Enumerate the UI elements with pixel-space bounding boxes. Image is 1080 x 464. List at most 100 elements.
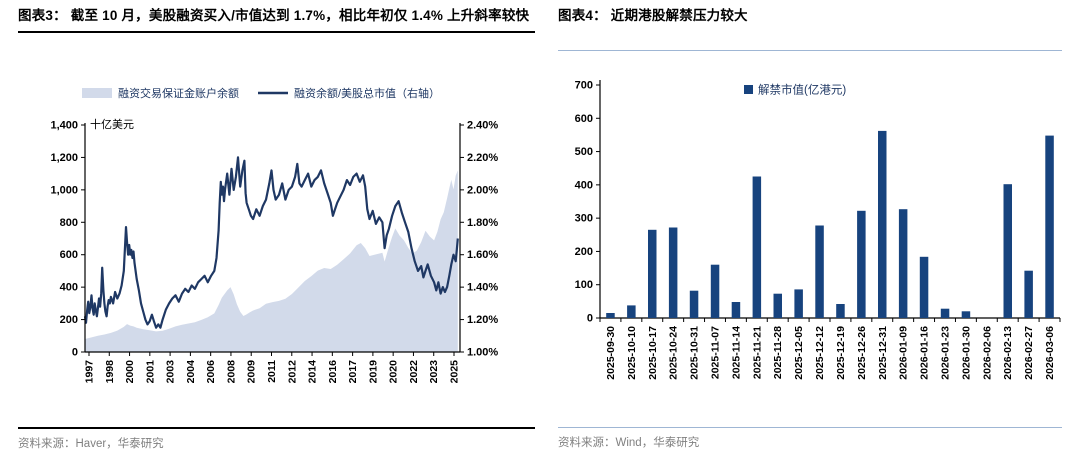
left-axis-tick-label: 1,200: [50, 152, 78, 164]
x-axis-date-label: 2025-11-21: [751, 326, 763, 379]
x-axis-year-label: 2004: [185, 360, 197, 384]
figure4-bar-chart: 0 100 200 300 400 500 600 700 2025-09-30 2025-10-…: [575, 80, 1061, 380]
x-axis-year-label: 2008: [225, 360, 237, 384]
x-axis-date-label: 2025-11-28: [772, 326, 784, 379]
x-axis-year-label: 1997: [84, 360, 96, 384]
x-axis-date-label: 2026-01-16: [919, 326, 931, 380]
x-axis-year-label: 2000: [124, 360, 136, 384]
left-axis-tick-label: 1,000: [50, 184, 78, 196]
unlock-value-bar: [606, 313, 615, 318]
x-axis-date-label: 2026-03-06: [1044, 326, 1056, 380]
y-axis-tick-label: 300: [575, 213, 593, 225]
left-axis-tick-label: 800: [60, 217, 78, 229]
x-axis-year-label: 2017: [347, 360, 359, 384]
x-axis-year-label: 2022: [408, 360, 420, 384]
x-axis-year-label: 2006: [205, 360, 217, 384]
unlock-value-bar: [731, 302, 741, 318]
x-axis-year-label: 2019: [367, 360, 379, 384]
unlock-value-bar: [878, 130, 887, 318]
x-axis-date-label: 2026-01-23: [940, 326, 952, 380]
x-axis-date-label: 2026-02-27: [1023, 326, 1035, 380]
unlock-value-bar: [1024, 270, 1033, 318]
x-axis-year-label: 2025: [449, 360, 461, 384]
y-axis-tick-label: 200: [575, 246, 593, 258]
legend-bar-label: 解禁市值(亿港元): [758, 83, 846, 97]
x-axis-date-label: 2026-02-06: [981, 326, 993, 380]
unlock-value-bar: [940, 308, 950, 318]
figure3-title: 图表3： 截至 10 月，美股融资买入/市值达到 1.7%，相比年初仅 1.4%…: [18, 6, 535, 33]
unlock-value-bar: [898, 209, 908, 318]
right-axis-tick-label: 1.80%: [467, 217, 498, 229]
x-axis-date-label: 2025-12-31: [877, 326, 889, 380]
x-axis-year-label: 2016: [327, 360, 339, 384]
x-axis-year-label: 2003: [165, 360, 177, 384]
y-axis-tick-label: 500: [575, 146, 593, 158]
x-axis-year-label: 1998: [104, 360, 116, 384]
x-axis-year-label: 2020: [388, 360, 400, 384]
x-axis-year-label: 2011: [266, 360, 278, 383]
unlock-value-bar: [689, 290, 699, 318]
y-axis-tick-label: 700: [575, 80, 593, 92]
unlock-value-bar: [648, 229, 657, 318]
y-axis-tick-label: 600: [575, 113, 593, 125]
right-axis-tick-label: 2.00%: [467, 184, 498, 196]
legend-area-swatch: [82, 88, 112, 98]
x-axis-date-label: 2025-12-05: [793, 326, 805, 380]
x-axis-date-label: 2025-09-30: [605, 326, 617, 380]
right-axis-tick-label: 2.20%: [467, 152, 498, 164]
x-axis-date-label: 2026-02-13: [1002, 326, 1014, 380]
left-axis-tick-label: 600: [60, 249, 78, 261]
y-axis-tick-label: 100: [575, 279, 593, 291]
unlock-value-bar: [919, 256, 929, 318]
x-axis-year-label: 2023: [428, 360, 440, 384]
x-axis-year-label: 2012: [286, 360, 298, 384]
x-axis-date-label: 2025-11-14: [730, 326, 742, 379]
x-axis-date-label: 2026-01-30: [960, 326, 972, 380]
x-axis-date-label: 2025-12-26: [856, 326, 868, 380]
unlock-value-bar: [836, 304, 845, 318]
margin-balance-area-series: [85, 170, 458, 352]
unlock-value-bar: [773, 293, 782, 318]
x-axis-date-label: 2025-10-10: [626, 326, 638, 380]
unlock-value-bar: [1045, 135, 1054, 318]
unlock-value-bar: [710, 264, 720, 318]
unlock-value-bar: [815, 225, 824, 318]
left-axis-unit-label: 十亿美元: [90, 117, 134, 131]
legend-bar-swatch: [744, 85, 753, 94]
left-axis-tick-label: 200: [60, 314, 78, 326]
figure4-source: 资料来源：Wind，华泰研究: [558, 427, 1062, 450]
right-axis-tick-label: 1.40%: [467, 282, 498, 294]
legend-area-label: 融资交易保证金账户余额: [118, 86, 239, 100]
figure3-combo-chart: 0 200 400 600 800 1,000 1,200 1,400 1.00% 1.20% 1.…: [50, 86, 498, 384]
y-axis-tick-label: 400: [575, 179, 593, 191]
margin-ratio-line-series: [83, 156, 459, 329]
x-axis-date-label: 2025-10-24: [668, 326, 680, 380]
left-axis-tick-label: 0: [72, 347, 78, 359]
left-axis-tick-label: 400: [60, 282, 78, 294]
x-axis-date-label: 2026-01-09: [898, 326, 910, 380]
right-axis-tick-label: 1.00%: [467, 347, 498, 359]
x-axis-date-label: 2025-12-19: [835, 326, 847, 380]
legend-line-label: 融资余额/美股总市值（右轴）: [294, 86, 440, 100]
unlock-value-bar: [1003, 184, 1012, 318]
figure4-title: 图表4： 近期港股解禁压力较大: [558, 6, 1062, 51]
x-axis-year-label: 2014: [307, 360, 319, 384]
x-axis-date-label: 2025-11-07: [710, 326, 722, 379]
unlock-value-bar: [961, 311, 971, 318]
x-axis-date-label: 2025-12-12: [814, 326, 826, 380]
right-axis-tick-label: 1.20%: [467, 314, 498, 326]
left-axis-tick-label: 1,400: [50, 120, 78, 132]
x-axis-year-label: 2001: [144, 360, 156, 384]
unlock-value-bar: [752, 176, 762, 318]
right-axis-tick-label: 2.40%: [467, 120, 498, 132]
unlock-value-bar: [668, 227, 678, 318]
y-axis-tick-label: 0: [587, 313, 593, 325]
x-axis-year-label: 2009: [246, 360, 258, 384]
x-axis-date-label: 2025-10-17: [647, 326, 659, 380]
unlock-value-bar: [857, 210, 866, 318]
x-axis-date-label: 2025-10-31: [689, 326, 701, 380]
unlock-value-bar: [627, 305, 636, 318]
figure3-source: 资料来源：Haver，华泰研究: [18, 427, 535, 451]
right-axis-tick-label: 1.60%: [467, 249, 498, 261]
